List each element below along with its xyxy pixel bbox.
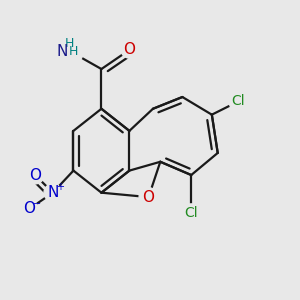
Circle shape: [182, 204, 201, 223]
Text: −: −: [33, 199, 41, 208]
Circle shape: [44, 184, 62, 202]
Circle shape: [139, 188, 158, 206]
Text: N: N: [57, 44, 68, 59]
Text: +: +: [56, 182, 64, 192]
Text: H: H: [69, 45, 78, 58]
Text: N: N: [47, 185, 58, 200]
Text: H: H: [64, 37, 74, 50]
Text: Cl: Cl: [232, 94, 245, 108]
Text: Cl: Cl: [184, 206, 198, 220]
Text: O: O: [142, 190, 154, 205]
Circle shape: [20, 200, 38, 218]
Text: O: O: [23, 201, 35, 216]
Text: O: O: [123, 42, 135, 57]
Circle shape: [51, 34, 84, 66]
Circle shape: [26, 166, 44, 184]
Circle shape: [121, 42, 138, 58]
Text: O: O: [29, 167, 41, 182]
Circle shape: [229, 92, 248, 111]
